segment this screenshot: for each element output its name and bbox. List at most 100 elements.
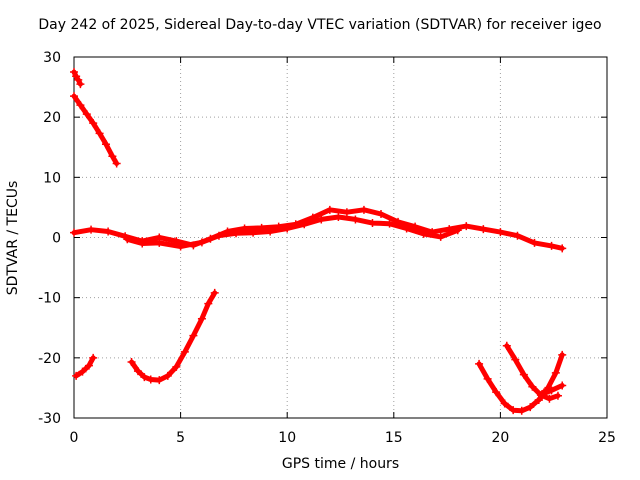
- data-point: [547, 241, 556, 250]
- data-point: [172, 362, 181, 371]
- series-line: [73, 355, 96, 379]
- data-point: [89, 353, 98, 362]
- data-point: [453, 226, 462, 235]
- data-point: [84, 361, 93, 370]
- data-point: [155, 376, 164, 385]
- data-point: [359, 205, 368, 214]
- data-point: [547, 386, 556, 395]
- data-point: [249, 228, 258, 237]
- data-point: [146, 375, 155, 384]
- data-point: [300, 220, 309, 229]
- data-point: [74, 75, 83, 84]
- data-point: [82, 110, 91, 119]
- data-point: [127, 358, 136, 367]
- data-point: [534, 395, 543, 404]
- data-point: [558, 350, 567, 359]
- data-point: [210, 288, 219, 297]
- series-arc-6: [123, 213, 462, 251]
- data-point: [551, 368, 560, 377]
- grid-lines: [74, 57, 607, 418]
- data-point: [479, 225, 488, 234]
- series-line: [129, 290, 218, 383]
- data-point: [104, 227, 113, 236]
- data-point: [95, 129, 104, 138]
- data-point: [232, 229, 241, 238]
- data-point: [197, 238, 206, 247]
- data-point: [483, 374, 492, 383]
- data-point: [402, 224, 411, 233]
- data-point: [334, 213, 343, 222]
- data-point: [70, 68, 78, 77]
- data-point: [70, 92, 78, 101]
- data-point: [492, 388, 501, 397]
- series-arc-4: [127, 288, 219, 385]
- data-point: [78, 367, 87, 376]
- data-point: [138, 239, 147, 248]
- data-point: [530, 238, 539, 247]
- data-point: [558, 381, 567, 390]
- chart-title: Day 242 of 2025, Sidereal Day-to-day VTE…: [38, 17, 602, 33]
- data-point: [176, 242, 185, 251]
- data-point: [155, 238, 164, 247]
- tick-labels: 0 5 10 15 20 25 -30 -20 -10 0 10 20 30: [38, 50, 616, 446]
- data-point: [76, 80, 85, 89]
- data-series: [70, 68, 567, 415]
- data-point: [377, 210, 386, 219]
- data-point: [283, 224, 292, 233]
- data-point: [317, 215, 326, 224]
- x-axis-label: GPS time / hours: [281, 456, 400, 472]
- data-point: [558, 244, 567, 253]
- data-point: [123, 235, 132, 244]
- data-point: [502, 341, 511, 350]
- data-point: [140, 373, 149, 382]
- x-tick-label: 10: [278, 430, 296, 446]
- x-tick-label: 15: [385, 430, 403, 446]
- x-tick-label: 0: [70, 430, 79, 446]
- y-tick-label: -20: [38, 351, 61, 367]
- axis-ticks: [73, 56, 608, 419]
- data-point: [342, 208, 351, 217]
- data-point: [513, 231, 522, 240]
- data-point: [528, 382, 537, 391]
- data-point: [197, 314, 206, 323]
- y-tick-label: 10: [43, 170, 61, 186]
- data-point: [475, 359, 484, 368]
- series-arc-1: [70, 68, 85, 89]
- data-point: [517, 406, 526, 415]
- series-arc-10: [539, 381, 567, 398]
- data-point: [500, 399, 509, 408]
- series-arc-7: [475, 359, 550, 415]
- data-point: [539, 389, 548, 398]
- data-point: [509, 406, 518, 415]
- x-tick-label: 5: [176, 430, 185, 446]
- data-point: [553, 391, 562, 400]
- data-point: [108, 152, 117, 161]
- data-point: [214, 231, 223, 240]
- y-tick-label: -10: [38, 291, 61, 307]
- y-tick-label: 0: [52, 231, 61, 247]
- data-point: [526, 403, 535, 412]
- data-point: [101, 140, 110, 149]
- y-tick-label: 20: [43, 110, 61, 126]
- x-tick-label: 25: [598, 430, 616, 446]
- series-arc-3: [72, 353, 98, 380]
- data-point: [70, 228, 78, 237]
- series-arc-2: [70, 92, 121, 168]
- data-point: [163, 371, 172, 380]
- data-point: [87, 225, 96, 234]
- series-line: [71, 69, 83, 87]
- data-point: [204, 299, 213, 308]
- data-point: [351, 215, 360, 224]
- data-point: [436, 232, 445, 241]
- data-point: [76, 101, 85, 110]
- data-point: [325, 205, 334, 214]
- data-point: [180, 347, 189, 356]
- x-tick-label: 20: [491, 430, 509, 446]
- data-point: [519, 370, 528, 379]
- data-point: [545, 394, 554, 403]
- data-point: [189, 331, 198, 340]
- series-line: [71, 93, 120, 166]
- y-tick-label: -30: [38, 411, 61, 427]
- y-axis-label: SDTVAR / TECUs: [5, 180, 21, 296]
